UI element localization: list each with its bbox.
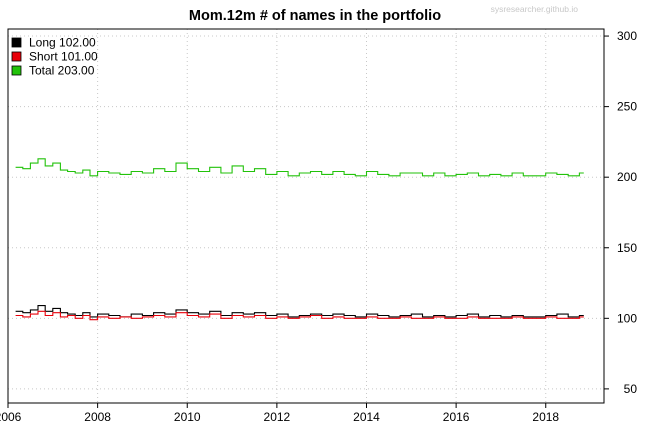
chart-title: Mom.12m # of names in the portfolio <box>189 8 441 24</box>
y-axis: 50 100 150 200 250 300 <box>604 29 637 396</box>
series-line-2 <box>15 158 584 177</box>
legend-label-2: Total 203.00 <box>29 64 95 78</box>
x-axis: 2006 2008 2010 2012 2014 2016 2018 <box>0 403 559 424</box>
x-tick-label: 2012 <box>264 410 291 424</box>
plot-frame <box>7 28 605 404</box>
series-layer <box>15 158 584 321</box>
x-tick-label: 2010 <box>174 410 201 424</box>
y-tick-label: 50 <box>624 382 638 396</box>
x-tick-label: 2008 <box>84 410 111 424</box>
x-tick-label: 2018 <box>532 410 559 424</box>
y-tick-label: 300 <box>617 29 637 43</box>
series-line-0 <box>15 305 584 318</box>
x-tick-label: 2006 <box>0 410 22 424</box>
series-line-1 <box>15 310 584 321</box>
x-tick-label: 2016 <box>443 410 470 424</box>
x-tick-label: 2014 <box>353 410 380 424</box>
watermark: sysresearcher.github.io <box>491 4 579 14</box>
legend-label-1: Short 101.00 <box>29 50 98 64</box>
legend-swatch-0 <box>11 37 22 48</box>
legend-swatch-2 <box>11 65 22 76</box>
y-tick-label: 100 <box>617 311 637 325</box>
y-tick-label: 250 <box>617 100 637 114</box>
legend-swatch-1 <box>11 51 22 62</box>
legend-label-0: Long 102.00 <box>29 36 96 50</box>
y-tick-label: 200 <box>617 170 637 184</box>
y-tick-label: 150 <box>617 241 637 255</box>
grid <box>7 29 604 403</box>
